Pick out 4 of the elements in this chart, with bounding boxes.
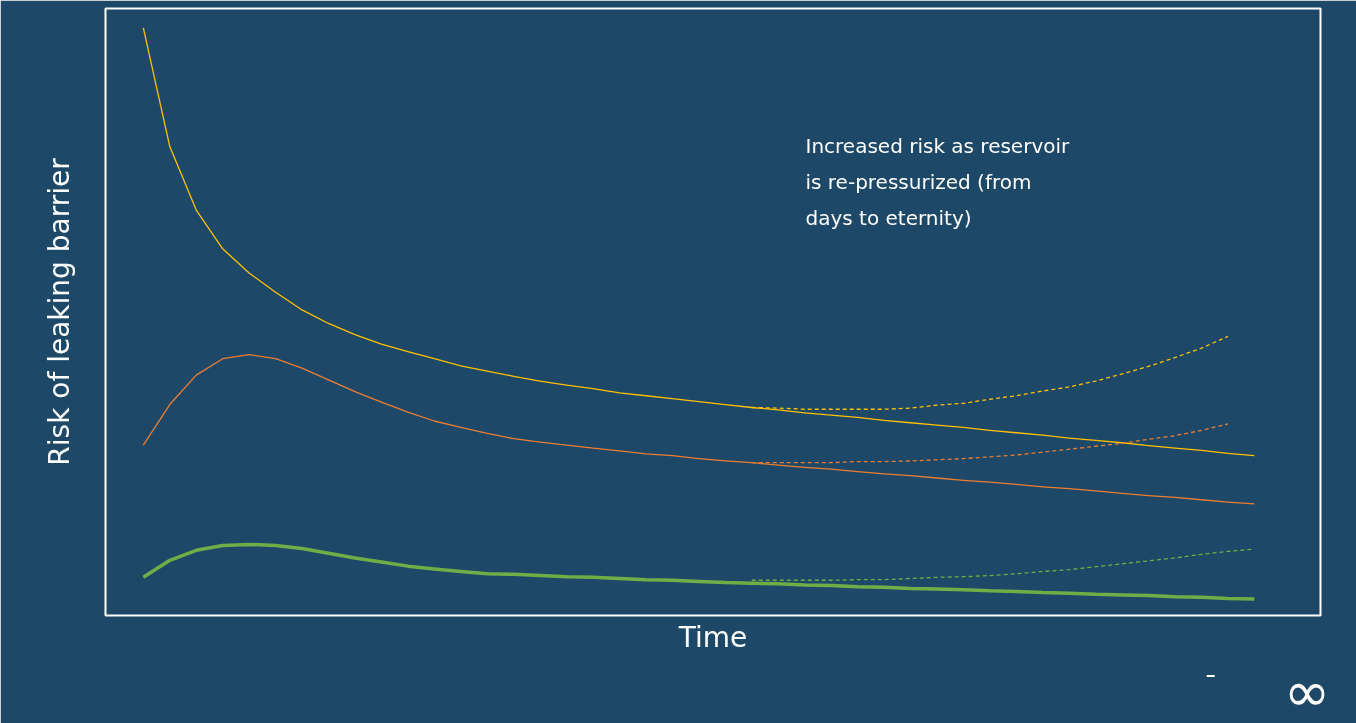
y-axis-title: Risk of leaking barrier <box>42 157 76 466</box>
x-axis-title: Time <box>677 620 748 654</box>
annotation: Increased risk as reservoir is re-pressurized (from days to eternity) <box>805 133 1071 230</box>
text: ∞ <box>1283 658 1331 723</box>
